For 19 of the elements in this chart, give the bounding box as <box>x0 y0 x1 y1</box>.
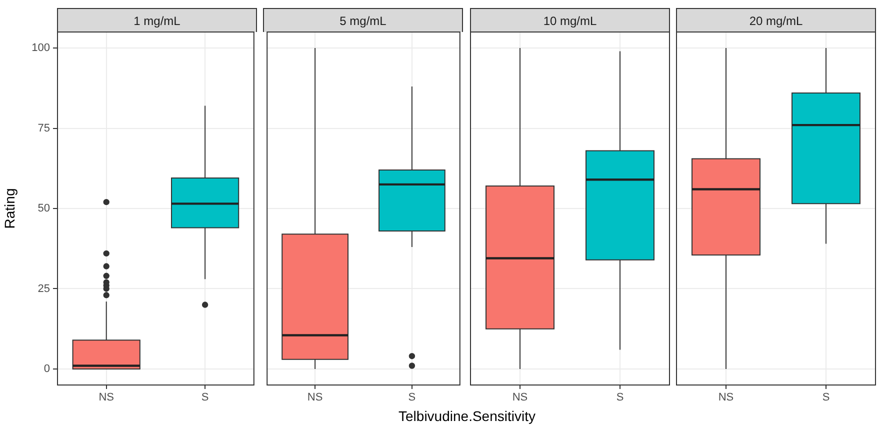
x-tick-label: NS <box>718 392 734 404</box>
x-tick-label: NS <box>98 392 114 404</box>
y-tick-label: 25 <box>38 282 50 295</box>
x-axis-title: Telbivudine.Sensitivity <box>398 408 536 424</box>
x-tick-label: NS <box>512 392 528 404</box>
y-axis-title: Rating <box>1 188 18 229</box>
y-tick-label: 100 <box>32 42 50 54</box>
y-tick-label: 75 <box>38 122 50 134</box>
x-tick-label: S <box>822 392 830 404</box>
y-tick-label: 0 <box>44 362 50 375</box>
y-tick-label: 50 <box>38 202 50 215</box>
x-tick-label: S <box>201 392 209 404</box>
chart-title: 5 mg/mL <box>263 8 463 32</box>
x-tick-label: S <box>408 392 416 404</box>
chart-title: 1 mg/mL <box>57 8 257 32</box>
x-tick-label: NS <box>307 392 323 404</box>
chart-title: 10 mg/mL <box>470 8 670 32</box>
x-tick-label: S <box>616 392 624 404</box>
chart-title: 20 mg/mL <box>676 8 876 32</box>
